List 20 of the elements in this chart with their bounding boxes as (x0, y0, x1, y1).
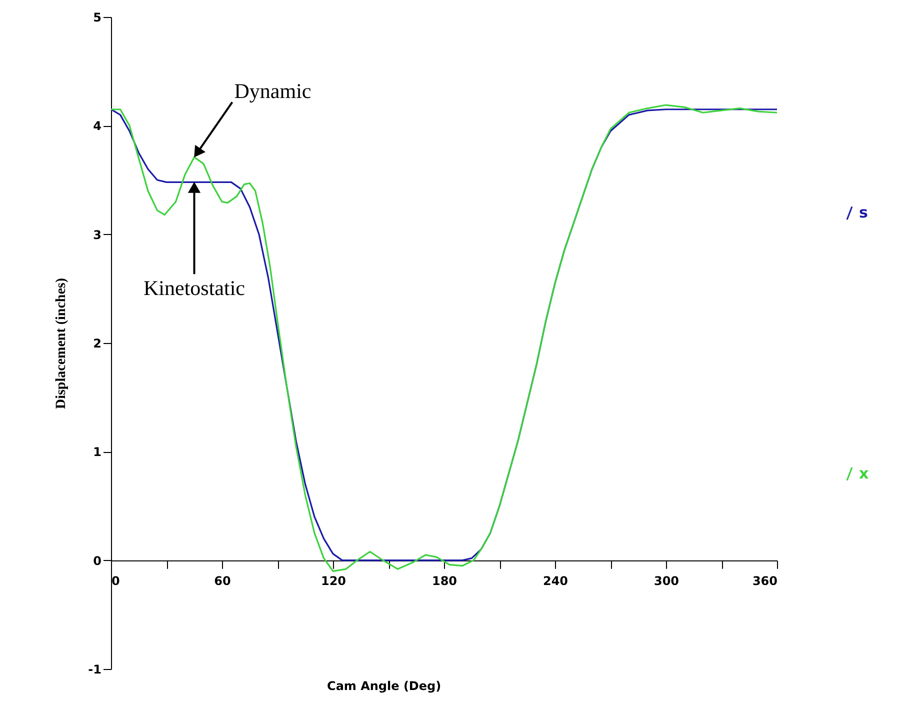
x-tick-label: 180 (432, 574, 458, 588)
legend-label: x (859, 464, 869, 482)
x-tick-label: 0 (112, 574, 120, 588)
x-tick-label: 360 (752, 574, 778, 588)
y-tick-label: 4 (93, 119, 102, 134)
y-tick-label: -1 (88, 662, 102, 676)
y-tick-label: 5 (93, 10, 102, 24)
annotation: Dynamic (234, 79, 312, 104)
x-tick-label: 240 (542, 574, 568, 588)
x-tick-label: 60 (214, 574, 231, 588)
x-tick-label: 300 (654, 574, 680, 588)
annotation: Kinetostatic (144, 276, 245, 300)
y-tick-label: 3 (93, 228, 102, 242)
y-tick-label: 2 (93, 336, 102, 350)
y-tick-label: 1 (93, 445, 102, 460)
y-axis-title: Displacement (inches) (54, 278, 70, 410)
y-tick-label: 0 (93, 554, 102, 568)
legend-label: s (859, 204, 868, 222)
x-tick-label: 120 (320, 574, 346, 588)
x-axis-title: Cam Angle (Deg) (327, 679, 442, 693)
